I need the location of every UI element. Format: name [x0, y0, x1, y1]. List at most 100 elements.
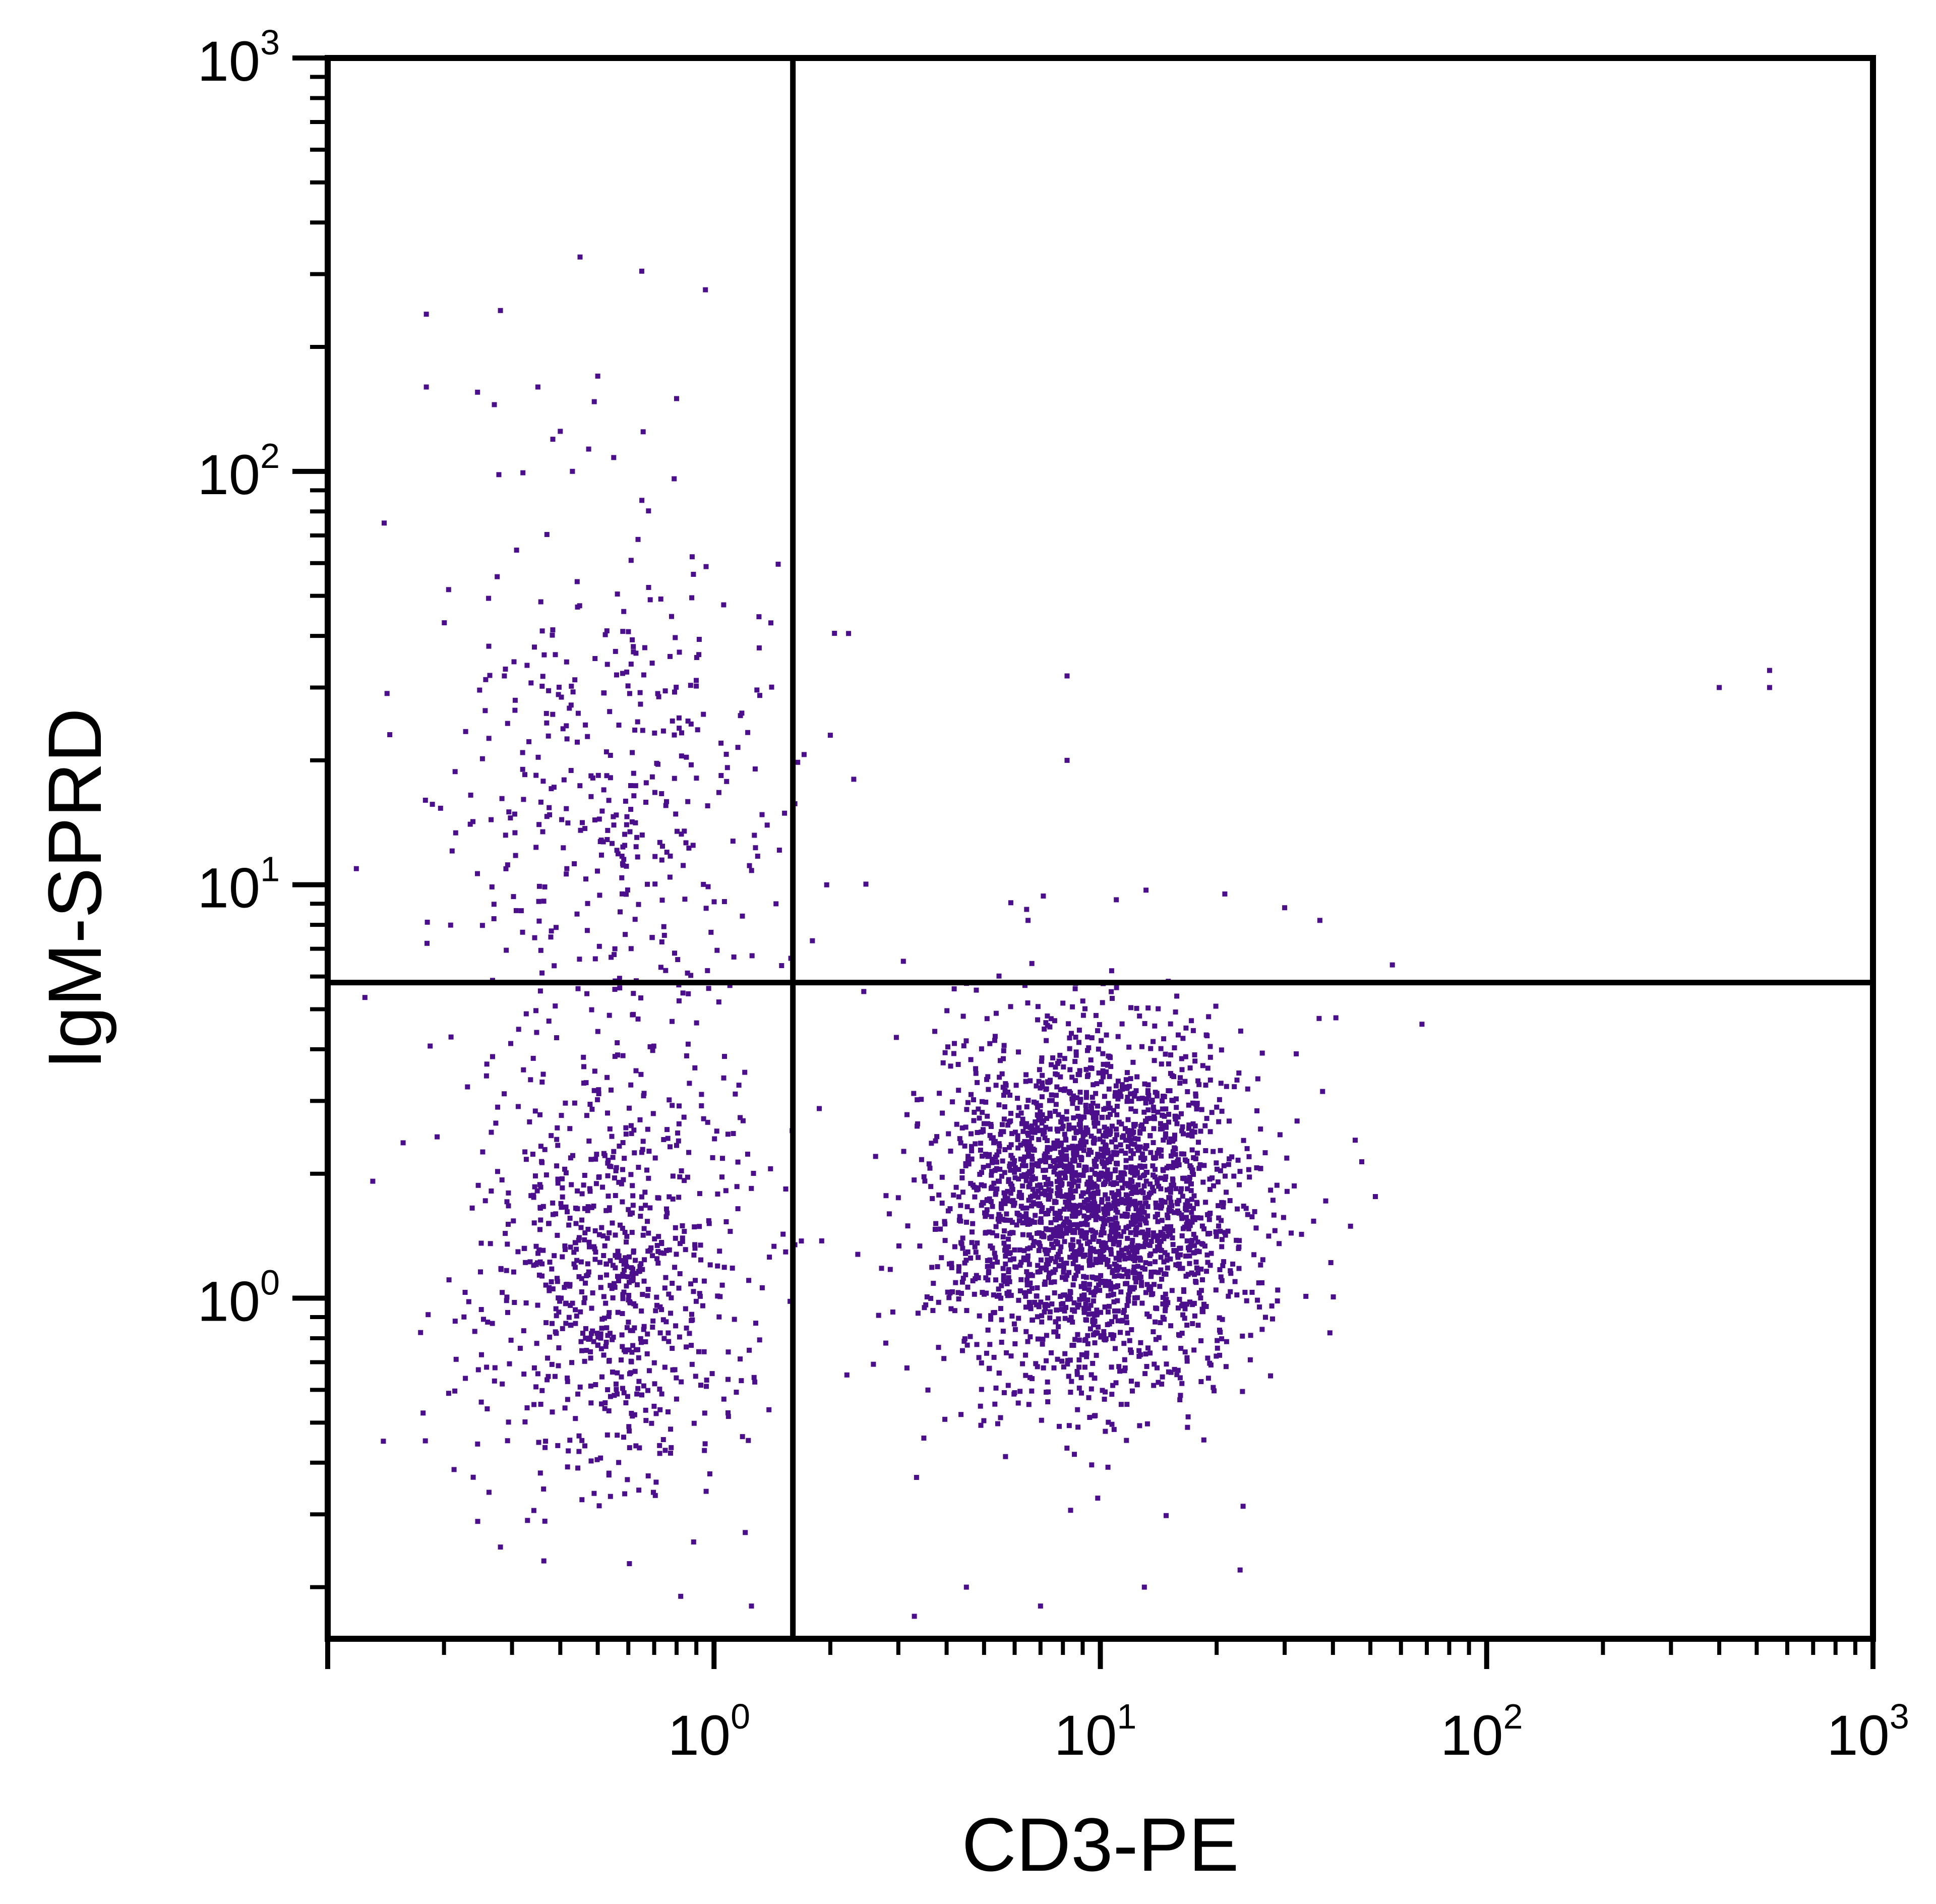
data-point [887, 1267, 893, 1272]
data-point [677, 1103, 682, 1109]
data-point [1023, 1163, 1028, 1168]
data-point [370, 1178, 376, 1184]
data-point [1272, 1228, 1278, 1233]
data-point [553, 652, 558, 658]
data-point [976, 1355, 982, 1360]
data-point [539, 1079, 545, 1085]
data-point [1039, 1417, 1044, 1423]
data-point [638, 1261, 644, 1267]
data-point [1160, 1295, 1166, 1300]
data-point [956, 1194, 961, 1200]
data-point [1106, 1101, 1111, 1106]
data-point [667, 1247, 672, 1253]
data-point [933, 1221, 939, 1226]
data-point [1139, 1204, 1145, 1209]
data-point [1061, 1364, 1066, 1370]
data-point [659, 857, 664, 863]
data-point [564, 736, 570, 742]
data-point [1099, 1200, 1105, 1205]
data-point [1090, 1100, 1096, 1106]
data-point [689, 554, 695, 560]
data-point [483, 1073, 489, 1079]
data-point [657, 840, 662, 845]
data-point [1060, 1194, 1065, 1199]
data-point [1028, 1169, 1034, 1174]
data-point [1078, 1123, 1083, 1128]
data-point [989, 1124, 994, 1129]
data-point [951, 1051, 956, 1056]
data-point [996, 1219, 1002, 1224]
data-point [1053, 1109, 1058, 1114]
data-point [1155, 1219, 1161, 1224]
data-point [960, 1189, 965, 1195]
data-point [1174, 1096, 1179, 1102]
data-point [524, 663, 530, 668]
data-point [1163, 1106, 1169, 1112]
data-point [1080, 998, 1085, 1004]
data-point [534, 1030, 539, 1035]
data-point [1092, 1181, 1097, 1187]
data-point [563, 1204, 569, 1210]
data-point [1170, 1176, 1175, 1182]
data-point [691, 572, 696, 577]
data-point [543, 710, 549, 716]
data-point [688, 1281, 694, 1287]
data-point [1043, 1302, 1049, 1307]
data-point [1077, 1099, 1083, 1105]
data-point [1001, 1277, 1006, 1283]
data-point [601, 1294, 607, 1299]
data-point [607, 1357, 612, 1363]
data-point [506, 1203, 511, 1209]
data-point [569, 1182, 574, 1187]
data-point [1191, 1347, 1197, 1353]
data-point [775, 561, 781, 567]
data-point [1162, 1226, 1167, 1231]
data-point [1133, 1279, 1139, 1285]
data-point [1033, 1201, 1039, 1207]
data-point [1099, 1242, 1104, 1248]
data-point [532, 935, 537, 940]
data-point [561, 777, 567, 783]
data-point [730, 1265, 735, 1271]
data-point [1163, 1291, 1168, 1297]
data-point [1052, 1227, 1057, 1232]
data-point [528, 1193, 534, 1199]
data-point [1075, 1144, 1080, 1149]
data-point [685, 1174, 690, 1180]
data-point [1089, 1167, 1095, 1172]
data-point [1069, 1075, 1075, 1080]
data-point [705, 803, 710, 809]
data-point [1103, 1171, 1108, 1177]
data-point [1180, 1266, 1185, 1271]
data-point [929, 1265, 935, 1270]
data-point [734, 1390, 739, 1395]
data-point [1183, 1206, 1188, 1212]
data-point [759, 1285, 765, 1290]
data-point [672, 1367, 678, 1373]
data-point [1028, 1235, 1034, 1240]
data-point [669, 614, 674, 619]
data-point [1205, 1212, 1211, 1217]
data-point [598, 1331, 603, 1337]
data-point [674, 1252, 679, 1257]
data-point [989, 1184, 995, 1190]
data-point [677, 1334, 682, 1340]
data-point [1012, 1175, 1018, 1180]
data-point [701, 1278, 707, 1284]
data-point [661, 924, 667, 929]
data-point [484, 1061, 490, 1067]
data-point [620, 1311, 625, 1316]
data-point [994, 1186, 1000, 1192]
data-point [1121, 1267, 1127, 1272]
data-point [677, 1271, 683, 1276]
data-point [1052, 1233, 1058, 1238]
data-point [1144, 1096, 1150, 1102]
data-point [707, 1471, 712, 1476]
data-point [723, 1188, 729, 1194]
data-point [563, 1100, 568, 1106]
data-point [1105, 1218, 1110, 1223]
data-point [999, 1129, 1004, 1135]
data-point [555, 1279, 560, 1284]
data-point [946, 1131, 951, 1137]
data-point [478, 1399, 484, 1405]
